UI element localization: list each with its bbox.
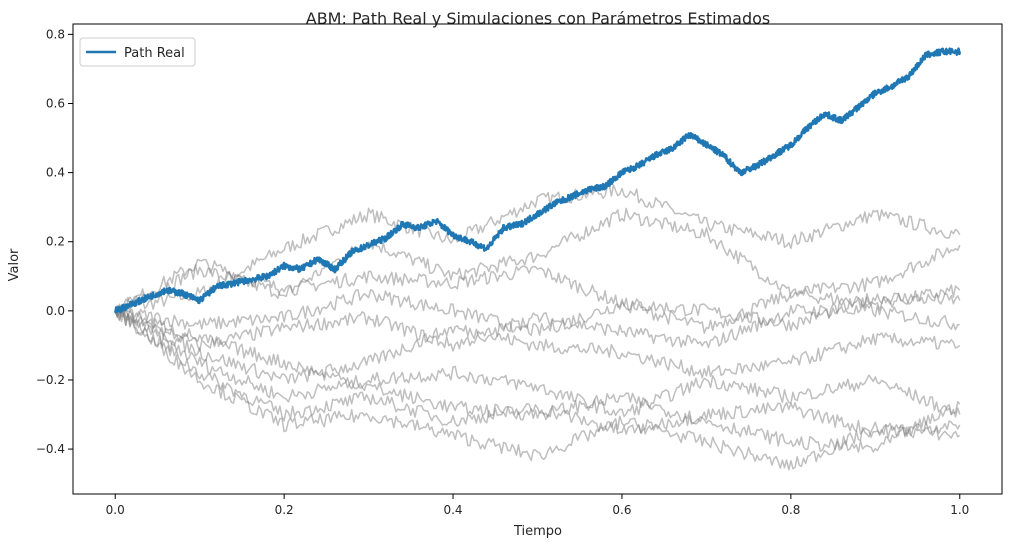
series-line-simulation-5 — [114, 303, 960, 352]
x-tick-label: 1.0 — [950, 503, 969, 517]
y-tick-label: −0.2 — [36, 373, 65, 387]
x-axis: 0.0 0.2 0.4 0.6 0.8 1.0 — [106, 494, 969, 517]
y-axis-label: Valor — [7, 248, 22, 281]
x-tick-label: 0.8 — [781, 503, 800, 517]
series-line-simulation-1 — [114, 184, 961, 319]
series-line-simulation-3 — [114, 258, 961, 334]
legend: Path Real — [79, 37, 196, 67]
series-line-simulation-7 — [114, 305, 961, 418]
series-line-simulation-9 — [114, 309, 961, 471]
series-line-simulation-10 — [114, 307, 961, 453]
x-tick-label: 0.2 — [275, 503, 294, 517]
plot-area — [113, 47, 962, 471]
x-tick-label: 0.0 — [106, 503, 125, 517]
x-axis-label: Tiempo — [513, 524, 562, 539]
x-tick-label: 0.4 — [443, 503, 462, 517]
series-line-simulation-2 — [114, 207, 961, 312]
y-tick-label: 0.8 — [46, 27, 65, 41]
legend-label-path-real: Path Real — [124, 46, 185, 61]
plot-frame — [72, 23, 1003, 495]
x-tick-label: 0.6 — [612, 503, 631, 517]
series-line-simulation-4 — [114, 289, 961, 337]
series-line-simulation-8 — [114, 304, 961, 439]
y-tick-label: 0.0 — [46, 304, 65, 318]
chart-title: ABM: Path Real y Simulaciones con Paráme… — [306, 9, 771, 28]
y-tick-label: −0.4 — [36, 442, 65, 456]
y-tick-label: 0.4 — [46, 166, 65, 180]
y-tick-label: 0.6 — [46, 96, 65, 110]
y-tick-label: 0.2 — [46, 235, 65, 249]
legend-box — [79, 37, 196, 67]
series-line-simulation-6 — [114, 310, 961, 384]
series-line-path-real — [113, 47, 962, 314]
y-axis: −0.4 −0.2 0.0 0.2 0.4 0.6 0.8 — [36, 27, 73, 456]
